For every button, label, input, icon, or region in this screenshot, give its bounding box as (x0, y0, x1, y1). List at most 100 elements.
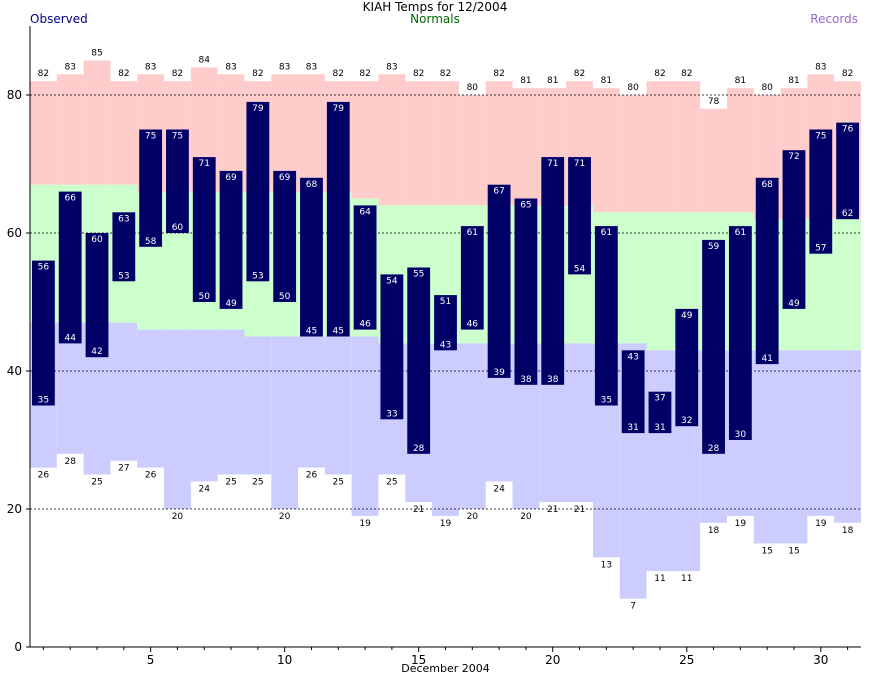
observed-high-label: 67 (493, 187, 504, 197)
record-high-label: 83 (386, 62, 397, 72)
observed-bar (58, 191, 82, 344)
observed-low-label: 46 (467, 320, 479, 330)
record-low-band (110, 322, 138, 461)
observed-low-label: 38 (547, 375, 559, 385)
observed-bar (621, 350, 645, 434)
record-low-label: 25 (386, 478, 397, 488)
legend-normals: Normals (410, 12, 460, 26)
record-high-band (378, 74, 406, 206)
observed-low-label: 28 (413, 444, 425, 454)
record-low-band (432, 343, 459, 516)
observed-bar (648, 391, 672, 434)
record-high-band (646, 81, 674, 213)
legend-records: Records (810, 12, 858, 26)
record-low-band (190, 329, 218, 482)
observed-bar (809, 129, 833, 254)
record-low-label: 20 (520, 512, 532, 522)
record-high-band (405, 81, 433, 206)
record-high-label: 81 (601, 76, 612, 86)
record-high-band (298, 74, 325, 192)
observed-high-label: 54 (386, 276, 398, 286)
observed-bar (139, 129, 163, 247)
record-high-label: 82 (172, 69, 183, 79)
observed-bar (380, 274, 404, 420)
observed-low-label: 45 (306, 327, 317, 337)
observed-high-label: 69 (225, 173, 237, 183)
record-high-label: 82 (413, 69, 424, 79)
observed-low-label: 38 (520, 375, 532, 385)
observed-low-label: 49 (788, 299, 800, 309)
record-low-label: 15 (788, 547, 799, 557)
record-low-band (458, 343, 486, 509)
observed-low-label: 60 (172, 223, 184, 233)
observed-bar (836, 122, 859, 220)
record-low-band (834, 350, 861, 523)
record-low-label: 19 (815, 519, 827, 529)
observed-high-label: 79 (252, 104, 264, 114)
observed-low-label: 39 (493, 368, 505, 378)
record-low-label: 24 (199, 484, 211, 494)
record-high-label: 82 (493, 69, 504, 79)
record-high-band (432, 81, 459, 206)
record-high-band (83, 60, 111, 185)
record-high-band (351, 81, 379, 199)
observed-low-label: 35 (38, 396, 49, 406)
observed-high-label: 43 (627, 352, 638, 362)
record-high-label: 85 (91, 49, 102, 59)
record-low-label: 19 (359, 519, 371, 529)
observed-bar (407, 267, 431, 454)
observed-low-label: 35 (601, 396, 612, 406)
observed-bar (246, 101, 270, 282)
observed-low-label: 49 (225, 299, 237, 309)
observed-high-label: 75 (145, 132, 156, 142)
observed-low-label: 46 (359, 320, 371, 330)
observed-high-label: 37 (654, 394, 665, 404)
normal-band (646, 212, 674, 351)
record-low-band (646, 350, 674, 572)
observed-bar (782, 150, 806, 309)
y-tick-label: 0 (14, 640, 22, 654)
observed-high-label: 64 (359, 207, 371, 217)
record-low-label: 28 (64, 457, 76, 467)
observed-bar (353, 205, 377, 330)
observed-bar (166, 129, 189, 233)
observed-bar (434, 295, 457, 351)
record-high-band (512, 88, 540, 206)
record-high-label: 82 (440, 69, 451, 79)
observed-bar (568, 157, 591, 275)
record-high-label: 82 (574, 69, 585, 79)
record-low-band (753, 350, 781, 544)
record-high-label: 81 (520, 76, 531, 86)
observed-low-label: 62 (842, 209, 853, 219)
x-tick-label: 10 (277, 653, 292, 667)
record-high-label: 80 (627, 83, 639, 93)
record-high-label: 80 (761, 83, 773, 93)
record-high-label: 81 (788, 76, 799, 86)
y-tick-label: 80 (7, 88, 22, 102)
record-high-label: 83 (225, 62, 236, 72)
record-low-label: 15 (761, 547, 772, 557)
record-high-band (592, 88, 620, 213)
observed-high-label: 65 (520, 201, 531, 211)
record-low-label: 19 (440, 519, 452, 529)
record-high-label: 83 (145, 62, 156, 72)
observed-bar (273, 170, 297, 302)
observed-low-label: 30 (735, 430, 747, 440)
record-high-band (110, 81, 138, 185)
y-tick-label: 40 (7, 364, 22, 378)
observed-low-label: 50 (279, 292, 291, 302)
record-low-band (351, 336, 379, 516)
record-high-label: 83 (279, 62, 290, 72)
observed-low-label: 31 (654, 423, 665, 433)
observed-low-label: 58 (145, 237, 157, 247)
observed-high-label: 72 (788, 152, 799, 162)
observed-low-label: 50 (199, 292, 211, 302)
record-high-label: 82 (333, 69, 344, 79)
observed-bar (32, 260, 55, 406)
record-high-label: 82 (118, 69, 129, 79)
observed-high-label: 60 (91, 235, 103, 245)
observed-bar (85, 233, 109, 358)
x-axis-label: December 2004 (401, 662, 490, 675)
record-low-label: 18 (708, 526, 720, 536)
observed-bar (326, 101, 350, 337)
